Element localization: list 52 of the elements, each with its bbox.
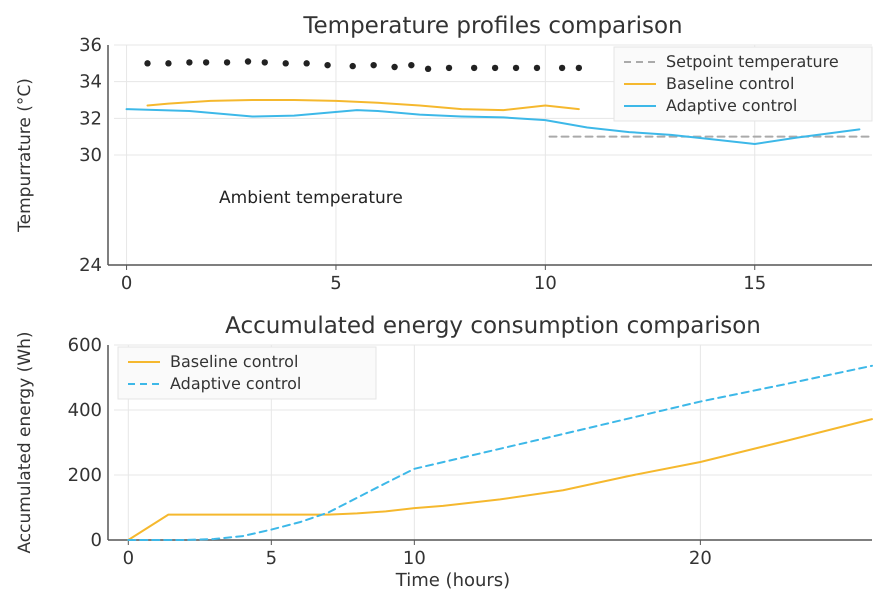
point [303, 60, 310, 67]
y-tick-label: 34 [79, 72, 102, 93]
point [370, 62, 377, 68]
point [534, 64, 540, 72]
point [558, 64, 566, 72]
y-tick-label: 600 [68, 335, 102, 356]
y-tick-label: 32 [79, 108, 102, 130]
point [165, 60, 172, 67]
point [391, 64, 398, 70]
point [424, 66, 432, 72]
point [492, 64, 498, 72]
line-series [127, 418, 873, 541]
x-axis-title: Time (hours) [394, 570, 510, 591]
point [350, 62, 356, 70]
y-tick-label: 24 [79, 255, 102, 276]
point [512, 64, 520, 72]
x-tick-label: 5 [266, 548, 278, 569]
chart-title: Temperature profiles comparison [302, 13, 683, 39]
x-tick-label: 5 [330, 273, 342, 294]
y-axis-title: Tempurrature (°C) [15, 78, 35, 233]
x-tick-label: 0 [122, 548, 134, 569]
point [202, 59, 210, 66]
y-tick-label: 0 [90, 530, 102, 551]
legend-label: Baseline control [666, 74, 794, 93]
y-tick-label: 36 [79, 35, 102, 56]
x-tick-label: 10 [402, 548, 426, 569]
x-tick-label: 0 [120, 273, 132, 294]
point [262, 59, 268, 66]
y-tick-label: 30 [79, 145, 102, 166]
y-tick-label: 200 [68, 465, 102, 486]
legend-label: Adaptive control [666, 96, 798, 115]
annotation: Ambient temperature [219, 188, 403, 208]
line-series [146, 99, 580, 112]
legend-label: Setpoint temperature [666, 52, 839, 71]
point [576, 64, 582, 72]
x-tick-label: 15 [743, 273, 766, 294]
point [446, 64, 452, 72]
legend-label: Baseline control [170, 352, 298, 371]
point [186, 59, 193, 66]
point [282, 60, 289, 67]
x-tick-label: 20 [688, 548, 712, 569]
legend-label: Adaptive control [170, 374, 302, 393]
point [224, 59, 230, 66]
point [244, 58, 252, 65]
point [144, 60, 151, 67]
chart-title: Accumulated energy consumption comparison [225, 313, 761, 339]
y-axis-title: Accumulated energy (Wh) [15, 331, 35, 554]
y-tick-label: 400 [68, 400, 102, 421]
x-tick-label: 10 [534, 273, 557, 294]
point [408, 62, 415, 68]
point [470, 64, 478, 72]
point [324, 62, 331, 68]
